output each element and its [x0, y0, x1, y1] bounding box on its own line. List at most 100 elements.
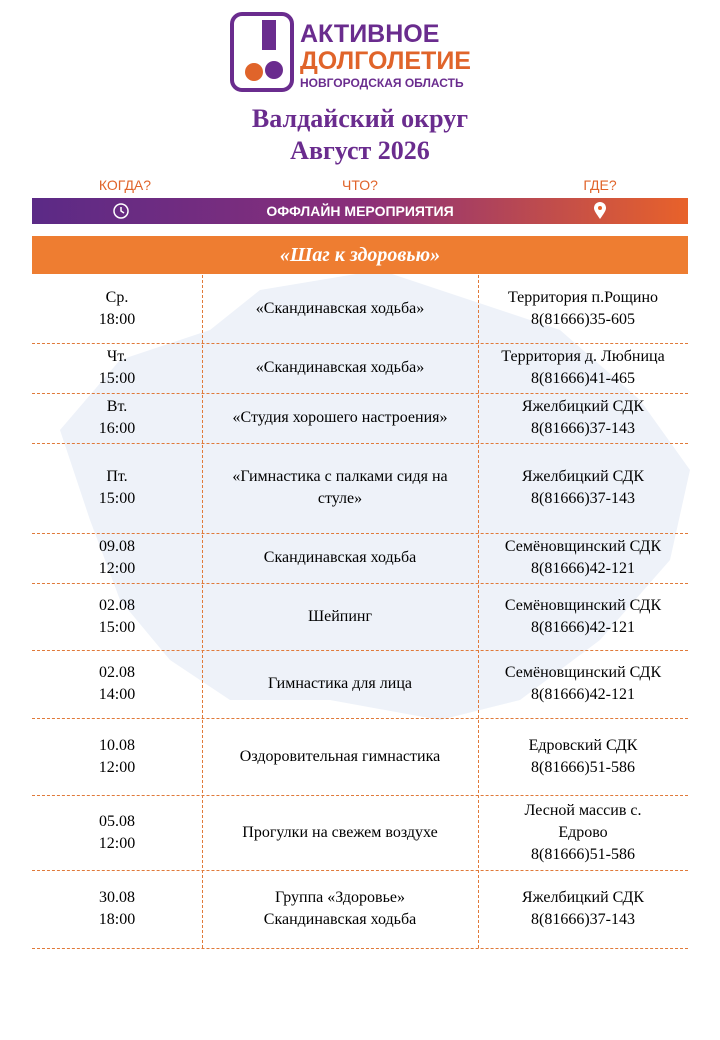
cell-line: 02.08 [99, 664, 135, 681]
where-cell: Территория д. Любница 8(81666)41-465 [478, 343, 688, 393]
when-cell: Вт. 16:00 [32, 393, 202, 443]
row-divider [32, 870, 688, 871]
cell-line: 8(81666)42-121 [531, 618, 635, 636]
where-cell: Лесной массив с. Едрово 8(81666)51-586 [478, 795, 688, 870]
what-cell: Прогулки на свежем воздухе [202, 795, 478, 870]
cell-line: Скандинавская ходьба [263, 911, 417, 928]
row-divider [32, 650, 688, 651]
column-label: ЧТО? [342, 177, 378, 193]
when-cell: 02.08 14:00 [32, 650, 202, 718]
what-cell: Шейпинг [202, 583, 478, 650]
when-cell: Пт. 15:00 [32, 443, 202, 533]
column-label: КОГДА? [98, 177, 152, 193]
what-cell: Оздоровительная гимнастика [202, 718, 478, 795]
cell-line: 8(81666)51-586 [531, 758, 635, 776]
what-cell: «Скандинавская ходьба» [202, 275, 478, 343]
column-divider [478, 275, 479, 948]
cell-line: Лесной массив с. [524, 801, 642, 819]
where-cell: Семёновщинский СДК 8(81666)42-121 [478, 650, 688, 718]
row-divider [32, 948, 688, 949]
cell-line: стуле» [317, 490, 363, 507]
row-divider [32, 533, 688, 534]
cell-line: Семёновщинский СДК [504, 664, 662, 681]
cell-line: «Скандинавская ходьба» [255, 300, 425, 317]
where-cell: Территория п.Рощино 8(81666)35-605 [478, 275, 688, 343]
what-cell: «Гимнастика с палками сидя на стуле» [202, 443, 478, 533]
what-cell: «Скандинавская ходьба» [202, 343, 478, 393]
cell-line: 30.08 [99, 889, 135, 906]
cell-line: Прогулки на свежем воздухе [242, 823, 438, 841]
cell-line: 12:00 [98, 834, 136, 852]
cell-line: Территория п.Рощино [507, 289, 659, 306]
when-cell: 05.08 12:00 [32, 795, 202, 870]
cell-line: 16:00 [98, 420, 136, 437]
cell-line: Семёновщинский СДК [504, 538, 662, 555]
banner: ОФФЛАЙН МЕРОПРИЯТИЯ [32, 198, 688, 224]
row-divider [32, 393, 688, 394]
cell-line: 10.08 [99, 736, 135, 754]
cell-line: Вт. [106, 398, 128, 415]
cell-line: 14:00 [98, 686, 136, 703]
when-cell: 02.08 15:00 [32, 583, 202, 650]
cell-line: Оздоровительная гимнастика [239, 747, 441, 765]
cell-line: «Студия хорошего настроения» [232, 409, 448, 426]
cell-line: 05.08 [99, 812, 135, 830]
cell-line: 18:00 [98, 311, 136, 328]
cell-line: 09.08 [99, 538, 135, 555]
where-cell: Яжелбицкий СДК 8(81666)37-143 [478, 870, 688, 948]
cell-line: 02.08 [99, 596, 135, 614]
cell-line: «Гимнастика с палками сидя на [232, 468, 448, 485]
cell-line: 8(81666)42-121 [531, 560, 635, 577]
cell-line: 12:00 [98, 758, 136, 776]
cell-line: Яжелбицкий СДК [521, 398, 645, 415]
cell-line: 8(81666)35-605 [531, 311, 635, 328]
cell-line: Территория д. Любница [501, 348, 665, 365]
row-divider [32, 583, 688, 584]
when-cell: 10.08 12:00 [32, 718, 202, 795]
cell-line: 12:00 [98, 560, 136, 577]
where-cell: Семёновщинский СДК 8(81666)42-121 [478, 583, 688, 650]
clock-icon [113, 203, 129, 219]
when-cell: 09.08 12:00 [32, 533, 202, 583]
subtitle: Август 2026 [290, 136, 430, 165]
cell-line: «Скандинавская ходьба» [255, 359, 425, 376]
cell-line: 8(81666)51-586 [531, 845, 635, 863]
row-divider [32, 795, 688, 796]
cell-line: Шейпинг [307, 607, 373, 625]
what-cell: Гимнастика для лица [202, 650, 478, 718]
cell-line: 8(81666)37-143 [531, 490, 635, 507]
what-cell: Группа «Здоровье» Скандинавская ходьба [202, 870, 478, 948]
row-divider [32, 443, 688, 444]
cell-line: Чт. [106, 348, 128, 365]
cell-line: Яжелбицкий СДК [521, 889, 645, 906]
cell-line: 15:00 [98, 490, 136, 507]
cell-line: Едрово [558, 823, 608, 841]
cell-line: 8(81666)37-143 [531, 911, 635, 928]
cell-line: 18:00 [98, 911, 136, 928]
cell-line: 15:00 [98, 370, 136, 387]
logo-text: ДОЛГОЛЕТИЕ [300, 47, 471, 75]
when-cell: Ср. 18:00 [32, 275, 202, 343]
cell-line: 8(81666)42-121 [531, 686, 635, 703]
cell-line: Пт. [106, 468, 128, 485]
logo-icon [230, 12, 294, 92]
cell-line: 8(81666)37-143 [531, 420, 635, 437]
where-cell: Яжелбицкий СДК 8(81666)37-143 [478, 393, 688, 443]
what-cell: «Студия хорошего настроения» [202, 393, 478, 443]
banner-text: ОФФЛАЙН МЕРОПРИЯТИЯ [266, 203, 454, 219]
where-cell: Едровский СДК 8(81666)51-586 [478, 718, 688, 795]
title: Валдайский округ [251, 104, 469, 133]
logo-subtext: НОВГОРОДСКАЯ ОБЛАСТЬ [300, 76, 464, 90]
cell-line: Ср. [105, 289, 129, 306]
what-cell: Скандинавская ходьба [202, 533, 478, 583]
cell-line: Группа «Здоровье» [275, 889, 405, 906]
cell-line: Скандинавская ходьба [263, 549, 417, 566]
cell-line: 15:00 [98, 618, 136, 636]
cell-line: 8(81666)41-465 [531, 370, 635, 387]
cell-line: Семёновщинский СДК [504, 596, 662, 614]
section-header: «Шаг к здоровью» [32, 236, 688, 274]
logo-text: АКТИВНОЕ [300, 20, 440, 48]
where-cell: Семёновщинский СДК 8(81666)42-121 [478, 533, 688, 583]
